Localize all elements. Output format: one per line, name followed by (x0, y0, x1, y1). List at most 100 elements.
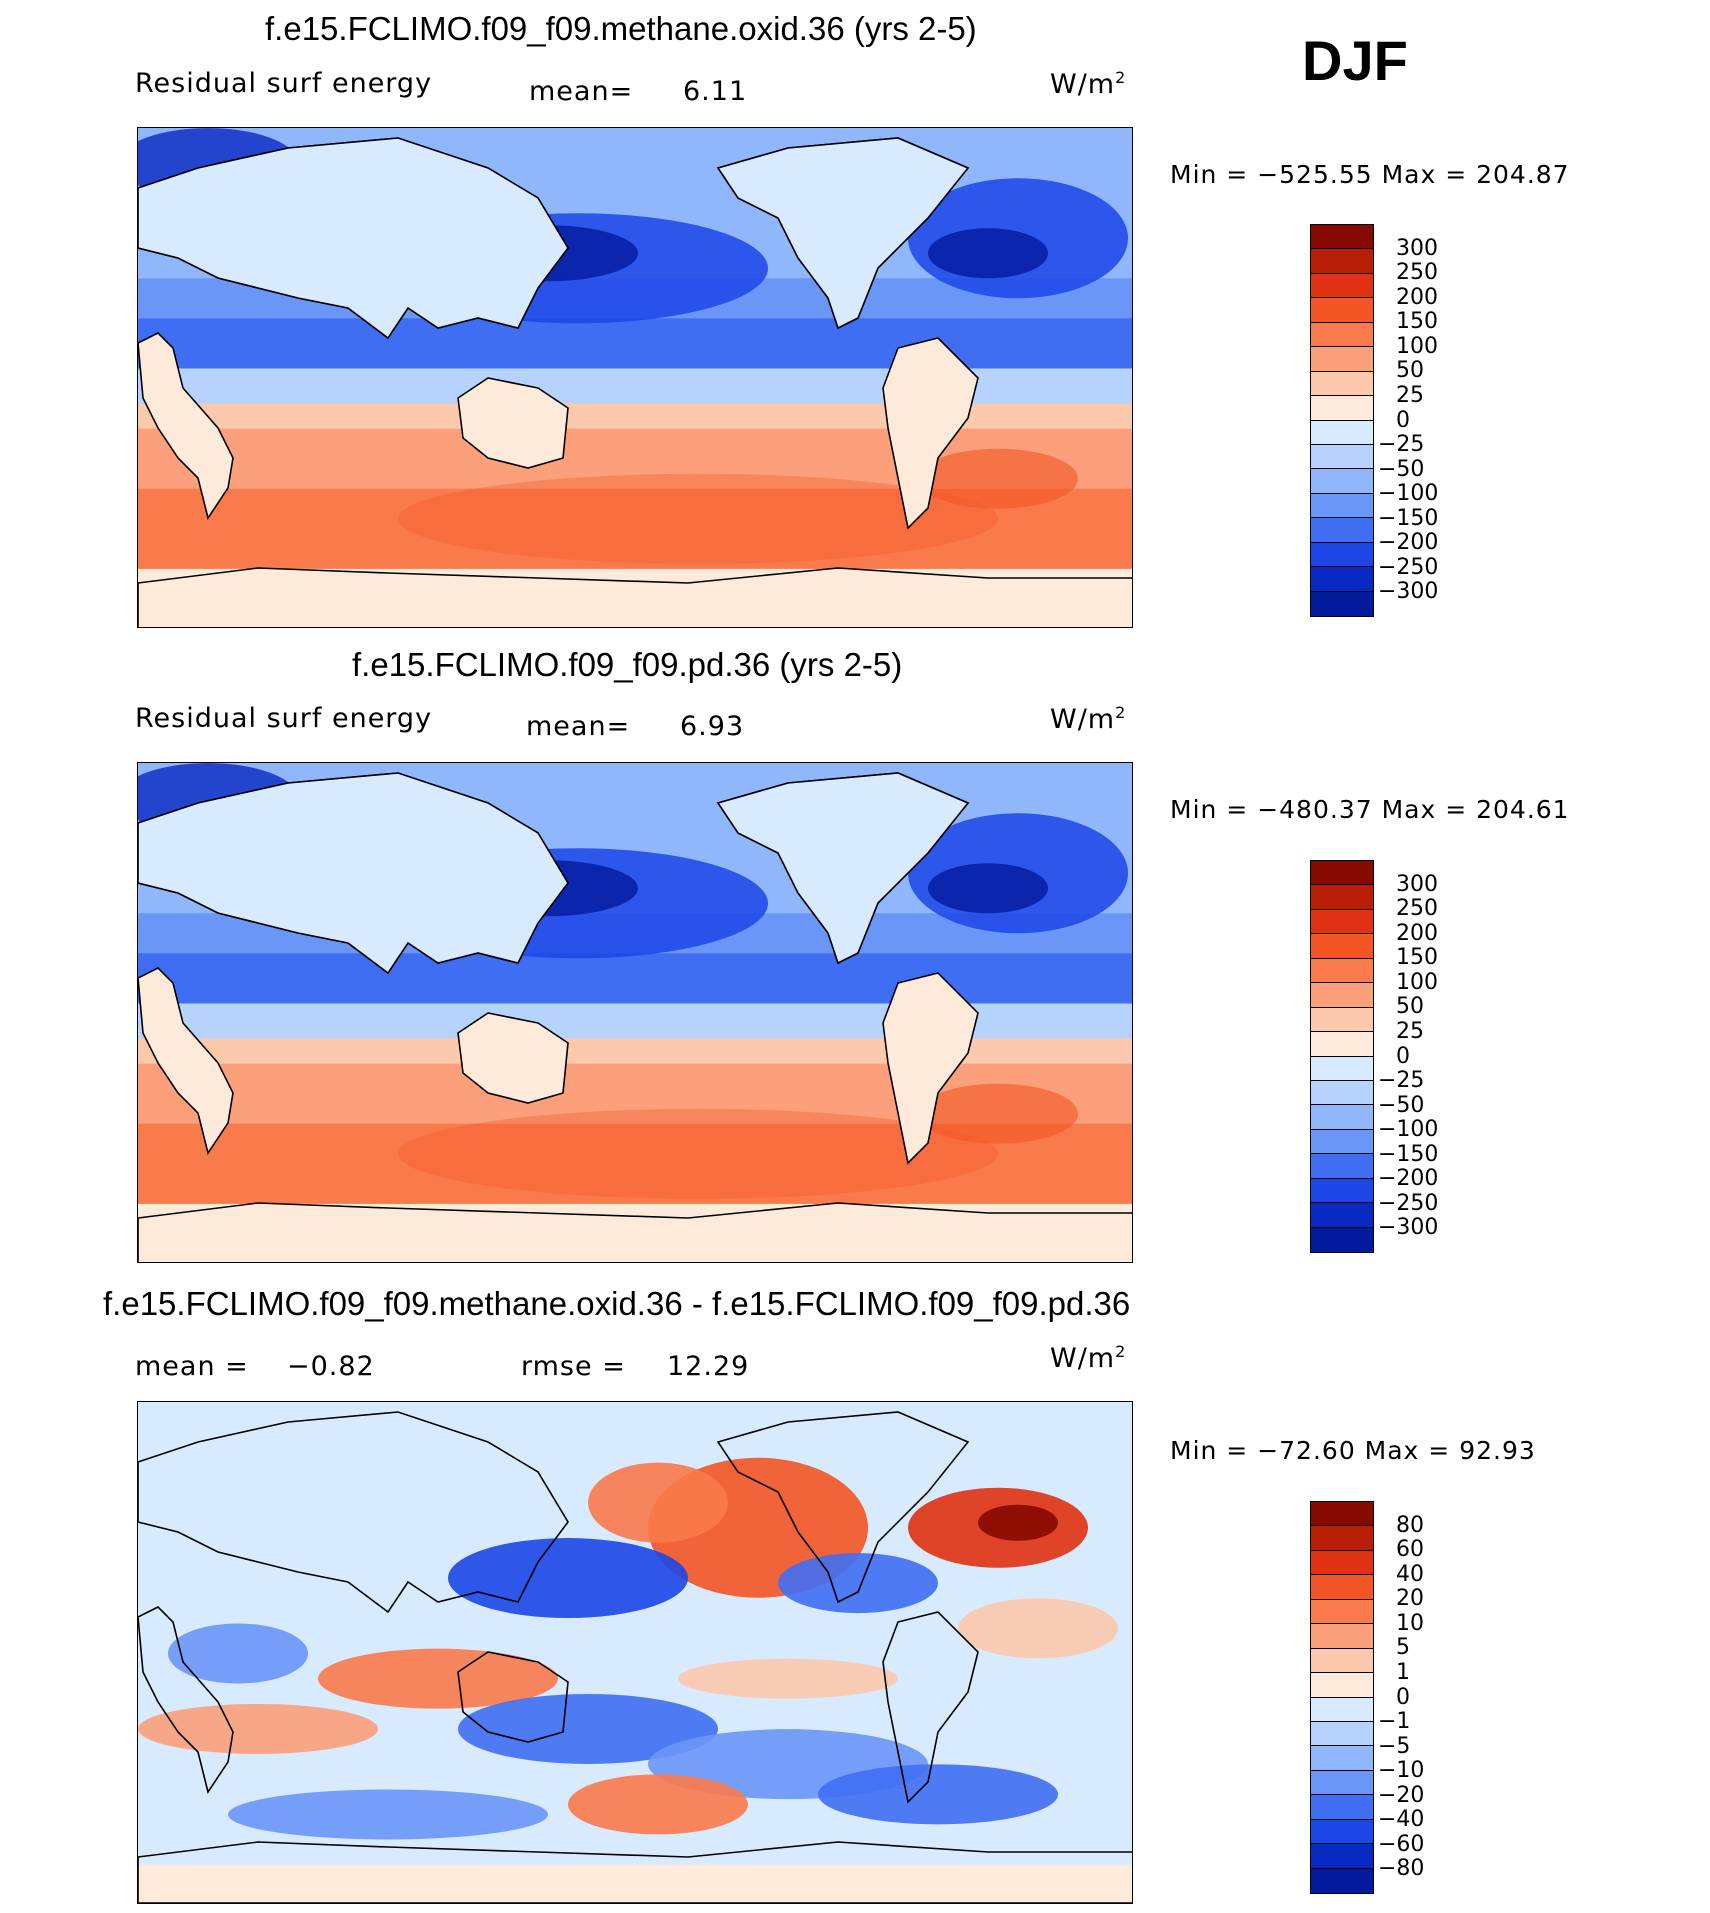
colorbar-tick-label: 60 (1396, 1537, 1424, 1563)
colorbar-tick-label: 300 (1396, 235, 1438, 261)
panel-2-units: W/m2 (1050, 703, 1127, 735)
colorbar-box (1311, 444, 1373, 470)
colorbar-tick-label: 25 (1396, 1018, 1424, 1044)
colorbar-tick-label: −150 (1378, 505, 1439, 531)
colorbar-tick-label: 150 (1396, 309, 1438, 335)
panel-3-map (137, 1401, 1133, 1904)
colorbar-tick-label: 100 (1396, 969, 1438, 995)
colorbar-box (1311, 1080, 1373, 1106)
colorbar-tick-label: 250 (1396, 260, 1438, 286)
panel-1-units: W/m2 (1050, 68, 1127, 100)
colorbar-box (1311, 1203, 1373, 1228)
colorbar-tick-label: −300 (1378, 579, 1439, 605)
panel-2-colorbar-labels: 300 250 200 150 100 50 25 0 −25 −50 −100 −150 −200 −2… (1378, 860, 1498, 1253)
colorbar-tick-label: −300 (1378, 1215, 1439, 1241)
panel-2-minmax: Min = −480.37 Max = 204.61 (1170, 795, 1570, 824)
panel-2-title: f.e15.FCLIMO.f09_f09.pd.36 (yrs 2-5) (352, 646, 903, 683)
panel-1-colorbar-labels: 300 250 200 150 100 50 25 0 −25 −50 −100 −150 −200 −2… (1378, 224, 1498, 617)
colorbar-box (1311, 1770, 1373, 1796)
colorbar-tick-label: 0 (1396, 407, 1410, 433)
panel-3-mean-value: −0.82 (287, 1351, 375, 1382)
colorbar-box (1311, 934, 1373, 959)
colorbar-box (1311, 1032, 1373, 1057)
colorbar-tick-label: 20 (1396, 1586, 1424, 1612)
panel-2-mean-label: mean= (526, 711, 631, 742)
panel-1-title: f.e15.FCLIMO.f09_f09.methane.oxid.36 (yr… (265, 10, 977, 47)
colorbar-box (1311, 420, 1373, 445)
panel-2-mean-value: 6.93 (680, 711, 745, 742)
colorbar-box (1311, 1624, 1373, 1649)
colorbar-tick-label: −150 (1378, 1141, 1439, 1167)
colorbar-tick-label: −250 (1378, 554, 1439, 580)
colorbar-box (1311, 1178, 1373, 1204)
colorbar-tick-label: 10 (1396, 1610, 1424, 1636)
colorbar-box (1311, 1868, 1373, 1893)
colorbar-box (1311, 1697, 1373, 1722)
colorbar-box (1311, 983, 1373, 1008)
panel-3-rmse-value: 12.29 (667, 1351, 750, 1382)
panel-3-units: W/m2 (1050, 1342, 1127, 1374)
colorbar-tick-label: −200 (1378, 530, 1439, 556)
colorbar-tick-label: −1 (1378, 1709, 1411, 1735)
colorbar-tick-label: −80 (1378, 1856, 1425, 1882)
colorbar-tick-label: −10 (1378, 1758, 1425, 1784)
colorbar-tick-label: −250 (1378, 1190, 1439, 1216)
colorbar-tick-label: −25 (1378, 432, 1425, 458)
colorbar-box (1311, 861, 1373, 886)
colorbar-box (1311, 958, 1373, 984)
panel-2-colorbar (1310, 860, 1374, 1253)
colorbar-tick-label: 300 (1396, 871, 1438, 897)
panel-1-mean-value: 6.11 (683, 76, 748, 107)
colorbar-box (1311, 591, 1373, 616)
colorbar-tick-label: −60 (1378, 1831, 1425, 1857)
colorbar-box (1311, 1599, 1373, 1625)
colorbar-tick-label: 1 (1396, 1659, 1410, 1685)
colorbar-box (1311, 1550, 1373, 1576)
colorbar-tick-label: −100 (1378, 1117, 1439, 1143)
colorbar-box (1311, 1056, 1373, 1081)
colorbar-tick-label: 150 (1396, 945, 1438, 971)
colorbar-tick-label: −50 (1378, 456, 1425, 482)
colorbar-box (1311, 298, 1373, 323)
colorbar-box (1311, 1795, 1373, 1820)
colorbar-box (1311, 1502, 1373, 1527)
colorbar-box (1311, 322, 1373, 348)
panel-3-colorbar (1310, 1501, 1374, 1894)
colorbar-tick-label: −100 (1378, 481, 1439, 507)
panel-3-minmax: Min = −72.60 Max = 92.93 (1170, 1436, 1536, 1465)
colorbar-box (1311, 518, 1373, 543)
colorbar-tick-label: 0 (1396, 1043, 1410, 1069)
colorbar-box (1311, 1129, 1373, 1155)
colorbar-box (1311, 567, 1373, 592)
colorbar-box (1311, 273, 1373, 299)
colorbar-box (1311, 1819, 1373, 1845)
colorbar-tick-label: −40 (1378, 1807, 1425, 1833)
colorbar-box (1311, 1007, 1373, 1033)
colorbar-box (1311, 469, 1373, 494)
colorbar-tick-label: −50 (1378, 1092, 1425, 1118)
season-label: DJF (1302, 29, 1408, 92)
panel-2-map (137, 762, 1133, 1263)
colorbar-box (1311, 396, 1373, 421)
colorbar-box (1311, 885, 1373, 910)
colorbar-box (1311, 1673, 1373, 1698)
colorbar-tick-label: 50 (1396, 994, 1424, 1020)
colorbar-tick-label: −20 (1378, 1782, 1425, 1808)
panel-3-rmse-label: rmse = (521, 1351, 626, 1382)
colorbar-tick-label: 25 (1396, 382, 1424, 408)
colorbar-tick-label: 50 (1396, 358, 1424, 384)
panel-1-variable: Residual surf energy (135, 68, 433, 99)
colorbar-tick-label: 40 (1396, 1561, 1424, 1587)
colorbar-tick-label: 250 (1396, 896, 1438, 922)
colorbar-box (1311, 249, 1373, 274)
colorbar-tick-label: −5 (1378, 1733, 1411, 1759)
colorbar-box (1311, 371, 1373, 397)
panel-1-mean-label: mean= (529, 76, 634, 107)
colorbar-tick-label: 100 (1396, 333, 1438, 359)
colorbar-box (1311, 1526, 1373, 1551)
panel-3-mean-label: mean = (135, 1351, 249, 1382)
colorbar-tick-label: −25 (1378, 1068, 1425, 1094)
colorbar-tick-label: −200 (1378, 1166, 1439, 1192)
colorbar-box (1311, 1105, 1373, 1130)
colorbar-box (1311, 225, 1373, 250)
